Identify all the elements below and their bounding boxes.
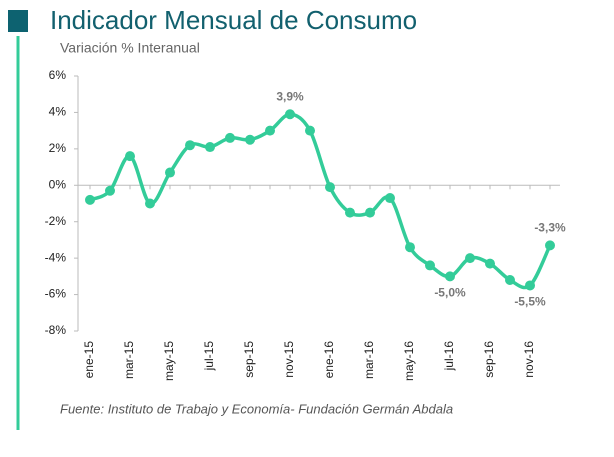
data-label: -5,5% <box>514 295 546 309</box>
data-point <box>285 109 295 120</box>
chart-title: Indicador Mensual de Consumo <box>50 5 417 35</box>
y-tick-label: 0% <box>49 177 67 191</box>
data-point <box>125 151 135 162</box>
data-point <box>305 125 315 136</box>
x-tick-label: ene-15 <box>82 341 96 379</box>
data-point <box>165 167 175 178</box>
data-point <box>525 280 535 291</box>
data-point <box>405 242 415 253</box>
x-tick-label: nov-16 <box>522 341 536 378</box>
title-marker <box>8 10 28 32</box>
y-tick-label: 2% <box>49 141 67 155</box>
y-tick-label: -6% <box>45 287 67 301</box>
x-tick-label: sep-16 <box>482 341 496 378</box>
data-point <box>465 253 475 264</box>
data-point <box>85 194 95 205</box>
y-tick-label: -8% <box>45 323 67 337</box>
x-tick-label: mar-16 <box>362 341 376 379</box>
data-point <box>485 258 495 269</box>
data-label: 3,9% <box>276 89 304 103</box>
data-point <box>385 193 395 204</box>
data-point <box>365 207 375 218</box>
data-label: -3,3% <box>534 221 566 235</box>
data-point <box>505 275 515 285</box>
data-point <box>105 185 115 196</box>
y-tick-label: -4% <box>45 250 67 264</box>
data-point <box>545 240 555 251</box>
data-point <box>265 125 275 136</box>
x-tick-label: jul-16 <box>442 341 456 372</box>
data-point <box>225 132 235 143</box>
data-point <box>345 207 355 218</box>
x-tick-label: mar-15 <box>122 341 136 379</box>
y-tick-label: -2% <box>45 214 67 228</box>
y-tick-label: 6% <box>49 68 67 82</box>
data-point <box>245 134 255 145</box>
y-tick-label: 4% <box>49 105 67 119</box>
x-tick-label: sep-15 <box>242 341 256 378</box>
data-label: -5,0% <box>434 286 466 300</box>
x-tick-label: jul-15 <box>202 341 216 372</box>
data-point <box>445 271 455 282</box>
series-line <box>89 112 552 290</box>
data-point <box>185 140 195 151</box>
data-point <box>325 182 335 193</box>
x-tick-label: may-16 <box>402 341 416 381</box>
data-point <box>145 198 155 209</box>
x-tick-label: nov-15 <box>282 341 296 378</box>
data-point <box>425 260 435 271</box>
chart-subtitle: Variación % Interanual <box>60 40 200 56</box>
x-tick-label: may-15 <box>162 341 176 381</box>
data-point <box>205 142 215 153</box>
x-tick-label: ene-16 <box>322 341 336 379</box>
source-note: Fuente: Instituto de Trabajo y Economía-… <box>60 401 453 416</box>
